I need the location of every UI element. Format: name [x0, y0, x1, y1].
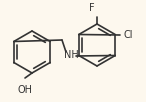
Text: Cl: Cl: [124, 30, 133, 40]
Text: OH: OH: [18, 85, 33, 95]
Text: F: F: [89, 3, 95, 13]
Text: NH: NH: [64, 50, 78, 60]
